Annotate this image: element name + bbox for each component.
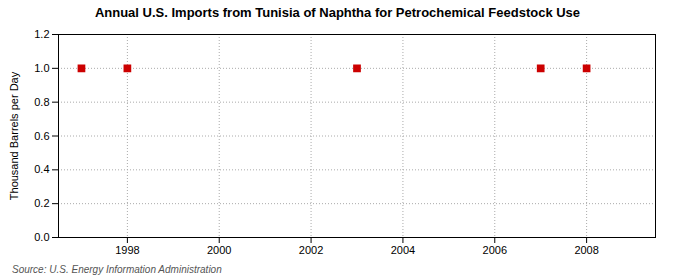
- svg-text:Thousand Barrels per Day: Thousand Barrels per Day: [8, 71, 20, 200]
- svg-text:0.2: 0.2: [34, 197, 49, 209]
- svg-text:0.0: 0.0: [34, 231, 49, 243]
- svg-text:0.4: 0.4: [34, 163, 49, 175]
- svg-text:2008: 2008: [574, 244, 598, 256]
- svg-text:2006: 2006: [483, 244, 507, 256]
- svg-text:2002: 2002: [299, 244, 323, 256]
- svg-text:1.2: 1.2: [34, 28, 49, 40]
- html-text:Source: U.S. Energy Informatio: Source: U.S. Energy Information Administ…: [12, 264, 222, 275]
- svg-text:0.8: 0.8: [34, 96, 49, 108]
- svg-text:2000: 2000: [207, 244, 231, 256]
- html-text:Annual U.S. Imports from Tunis: Annual U.S. Imports from Tunisia of Naph…: [94, 5, 581, 20]
- svg-text:1.0: 1.0: [34, 62, 49, 74]
- svg-text:0.6: 0.6: [34, 130, 49, 142]
- svg-text:2004: 2004: [391, 244, 415, 256]
- svg-text:1998: 1998: [115, 244, 139, 256]
